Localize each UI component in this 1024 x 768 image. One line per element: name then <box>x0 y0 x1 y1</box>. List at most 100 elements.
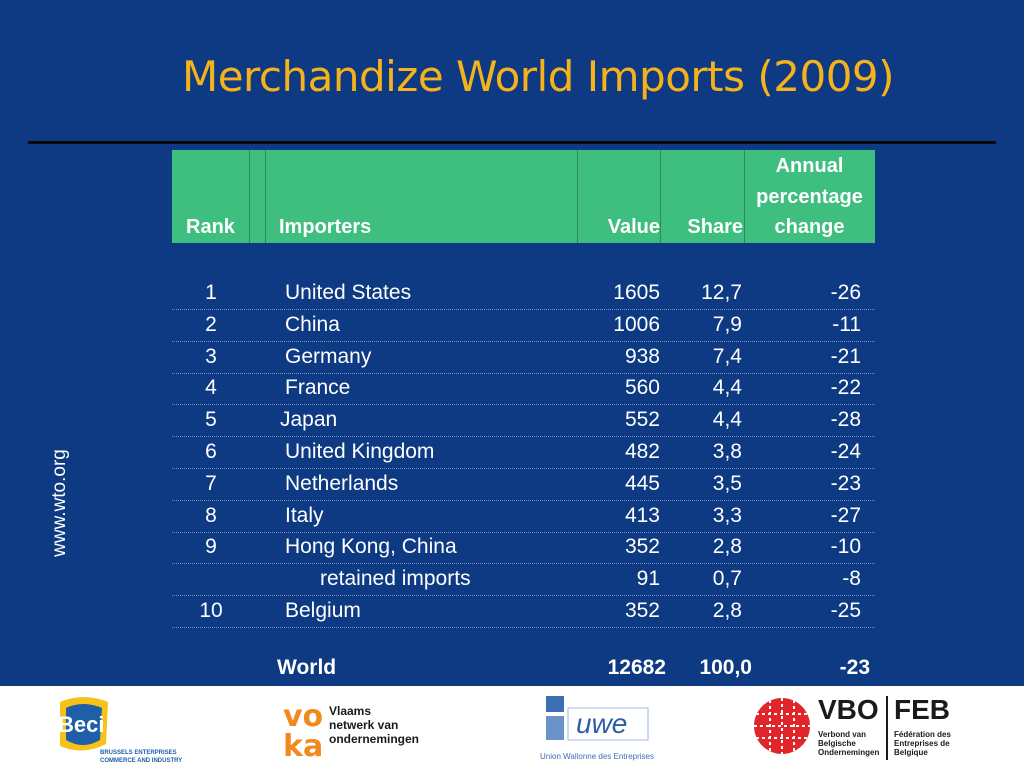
uwe-text: uwe <box>576 708 628 739</box>
row-change: -23 <box>830 472 861 495</box>
feb-sub2: Entreprises de <box>894 739 950 748</box>
slide-background: Merchandize World Imports (2009) www.wto… <box>0 0 1024 686</box>
header-change-line2: percentage <box>756 186 863 208</box>
row-value: 413 <box>624 504 660 527</box>
row-importer: Belgium <box>285 599 361 622</box>
row-divider <box>172 468 875 469</box>
row-value: 560 <box>624 376 660 399</box>
row-change: -8 <box>842 567 861 590</box>
row-divider <box>172 404 875 405</box>
header-divider <box>577 150 578 243</box>
row-share: 4,4 <box>712 408 742 431</box>
vbo-feb-logo: VBO FEB Verbond van Belgische Ondernemin… <box>752 694 972 762</box>
header-value: Value <box>607 216 660 238</box>
row-divider <box>172 563 875 564</box>
table-header: Rank Importers Value Share Annual percen… <box>172 150 875 243</box>
row-rank: 2 <box>205 313 217 336</box>
row-importer: Italy <box>285 504 324 527</box>
header-change-line1: Annual <box>775 155 844 177</box>
row-share: 0,7 <box>712 567 742 590</box>
voka-line1: Vlaams <box>329 704 372 718</box>
row-value: 482 <box>624 440 660 463</box>
vbo-text: VBO <box>818 694 879 725</box>
row-share: 7,4 <box>712 345 742 368</box>
uwe-sub: Union Wallonne des Entreprises <box>540 752 654 761</box>
total-share: 100,0 <box>699 656 752 679</box>
row-rank: 7 <box>205 472 217 495</box>
row-rank: 5 <box>205 408 217 431</box>
row-importer: Hong Kong, China <box>285 535 457 558</box>
svg-text:vo: vo <box>283 699 323 734</box>
row-value: 445 <box>624 472 660 495</box>
row-value: 352 <box>624 535 660 558</box>
row-rank: 1 <box>205 281 217 304</box>
row-share: 12,7 <box>701 281 742 304</box>
beci-shield-icon <box>60 697 108 751</box>
row-value: 1605 <box>613 281 660 304</box>
row-divider <box>172 595 875 596</box>
row-value: 938 <box>624 345 660 368</box>
row-rank: 9 <box>205 535 217 558</box>
row-value: 1006 <box>613 313 660 336</box>
total-change: -23 <box>839 656 870 679</box>
row-rank: 10 <box>199 599 223 622</box>
row-value: 91 <box>636 567 660 590</box>
header-divider <box>744 150 745 243</box>
row-divider <box>172 532 875 533</box>
beci-logo: Beci BRUSSELS ENTERPRISES COMMERCE AND I… <box>52 694 192 764</box>
row-importer: Netherlands <box>285 472 399 495</box>
side-url: www.wto.org <box>49 449 70 557</box>
row-share: 7,9 <box>712 313 742 336</box>
vbo-sub3: Ondernemingen <box>818 748 880 757</box>
row-share: 3,5 <box>712 472 742 495</box>
vbo-sub2: Belgische <box>818 739 856 748</box>
beci-text: Beci <box>58 712 105 737</box>
row-divider <box>172 500 875 501</box>
row-divider <box>172 373 875 374</box>
voka-line3: ondernemingen <box>329 732 420 746</box>
total-value: 12682 <box>607 656 666 679</box>
header-change-line3: change <box>774 216 845 238</box>
row-change: -28 <box>830 408 861 431</box>
feb-text: FEB <box>894 694 950 725</box>
row-importer: China <box>285 313 340 336</box>
title-divider <box>28 141 996 144</box>
feb-sub1: Fédération des <box>894 730 951 739</box>
beci-sub2: COMMERCE AND INDUSTRY <box>100 758 183 764</box>
header-rank: Rank <box>186 216 235 238</box>
row-change: -24 <box>830 440 861 463</box>
row-divider <box>172 436 875 437</box>
row-share: 4,4 <box>712 376 742 399</box>
row-importer: Japan <box>280 408 338 431</box>
beci-sub1: BRUSSELS ENTERPRISES <box>100 750 177 756</box>
row-change: -27 <box>830 504 861 527</box>
header-share: Share <box>687 216 743 238</box>
vbo-globe-icon <box>754 698 810 754</box>
row-rank: 8 <box>205 504 217 527</box>
row-divider <box>172 627 875 628</box>
header-divider <box>265 150 266 243</box>
row-importer: France <box>285 376 351 399</box>
row-rank: 6 <box>205 440 217 463</box>
row-share: 2,8 <box>712 599 742 622</box>
row-importer: United States <box>285 281 412 304</box>
row-importer: United Kingdom <box>285 440 435 463</box>
row-change: -25 <box>830 599 861 622</box>
feb-sub3: Belgique <box>894 748 928 757</box>
header-divider <box>249 150 250 243</box>
row-divider <box>172 341 875 342</box>
row-value: 552 <box>624 408 660 431</box>
row-change: -10 <box>830 535 861 558</box>
uwe-mark-icon <box>546 696 649 741</box>
voka-logo: vo ka Vlaams netwerk van ondernemingen <box>283 698 433 762</box>
voka-line2: netwerk van <box>329 718 399 732</box>
vbo-feb-divider <box>886 696 888 760</box>
header-divider <box>660 150 661 243</box>
slide-title: Merchandize World Imports (2009) <box>181 52 895 101</box>
row-share: 3,3 <box>712 504 742 527</box>
row-divider <box>172 309 875 310</box>
header-importers: Importers <box>279 216 372 238</box>
vbo-sub1: Verbond van <box>818 730 867 739</box>
row-change: -26 <box>830 281 861 304</box>
row-share: 3,8 <box>712 440 742 463</box>
